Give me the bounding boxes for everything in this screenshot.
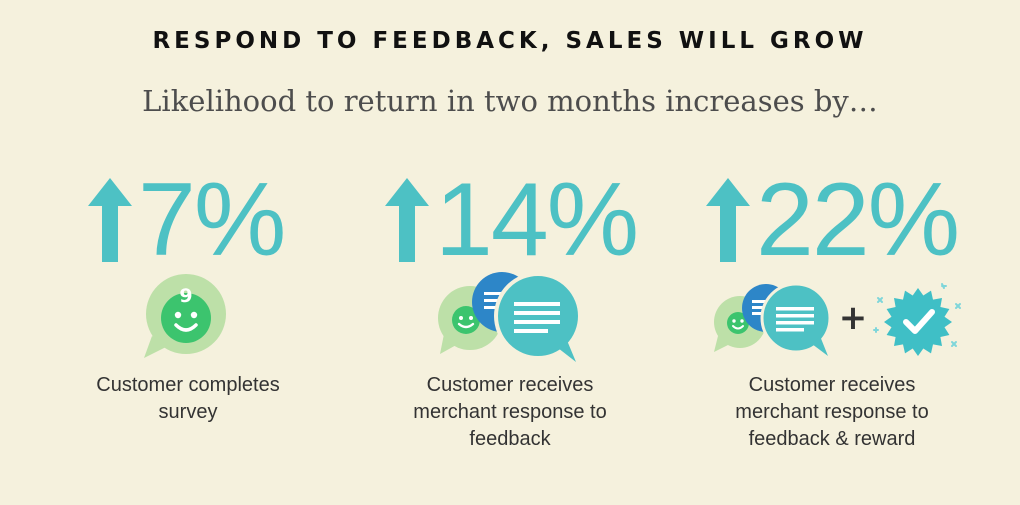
stat-value: 22% [756, 162, 960, 278]
plus-sign: + [838, 298, 868, 338]
caption-line: Customer receives [426, 374, 594, 396]
stat-merchant-response: 14% [385, 162, 639, 278]
up-arrow-icon [385, 178, 429, 262]
stat-response-and-reward: 22% [706, 162, 960, 278]
caption-line: Customer receives [748, 374, 916, 396]
caption-survey: Customer completes survey [68, 372, 308, 426]
caption-merchant-response: Customer receives merchant response to f… [390, 372, 630, 453]
caption-line: merchant response to [413, 401, 607, 423]
survey-badge-number: 9 [179, 285, 192, 307]
caption-line: Customer completes [96, 374, 280, 396]
up-arrow-icon [706, 178, 750, 262]
page-title: RESPOND TO FEEDBACK, SALES WILL GROW [152, 28, 868, 54]
up-arrow-icon [88, 178, 132, 262]
caption-line: survey [158, 401, 218, 423]
caption-line: merchant response to [735, 401, 929, 423]
caption-line: feedback [469, 428, 551, 450]
caption-response-and-reward: Customer receives merchant response to f… [712, 372, 952, 453]
face-and-merchant-response-bubbles-icon [438, 272, 582, 362]
page-subtitle: Likelihood to return in two months incre… [142, 84, 878, 118]
stat-value: 14% [435, 162, 639, 278]
smiling-face-survey-bubble-icon: 9 [144, 274, 226, 358]
reward-badge-icon [873, 283, 961, 356]
stat-survey: 7% [88, 162, 286, 278]
caption-line: feedback & reward [748, 428, 916, 450]
response-bubbles-icon [714, 282, 832, 356]
stat-value: 7% [138, 162, 286, 278]
